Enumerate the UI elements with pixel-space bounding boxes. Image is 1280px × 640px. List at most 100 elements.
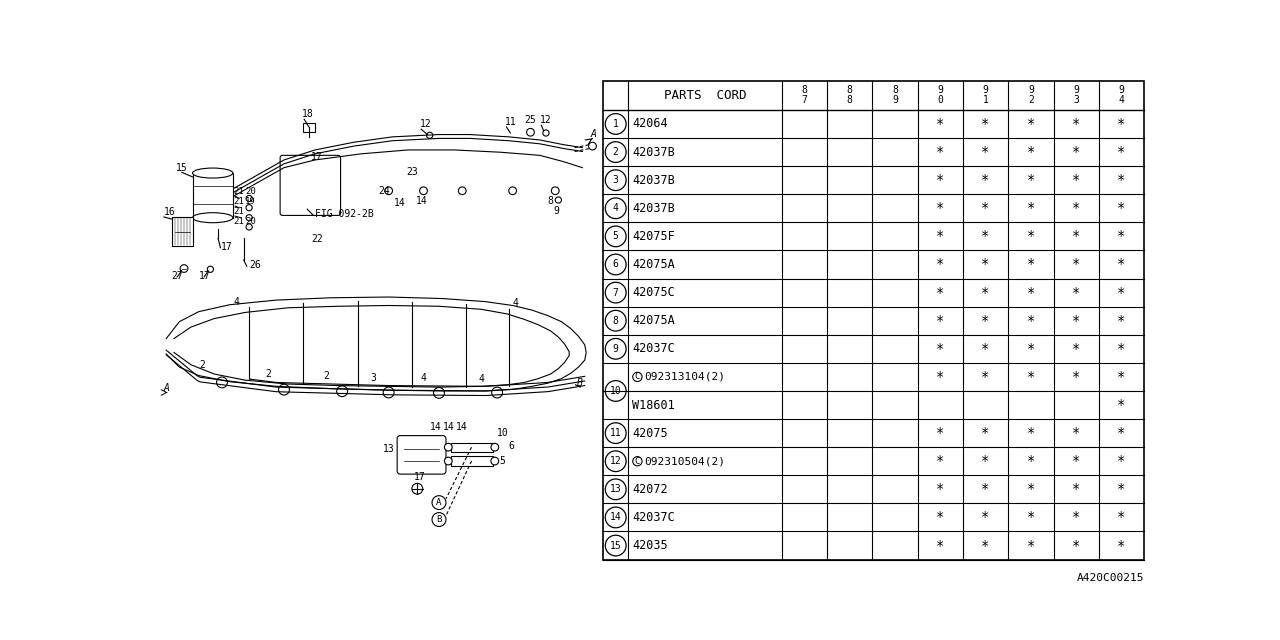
Text: *: * [936,229,945,243]
Text: *: * [1073,173,1080,187]
Text: *: * [1117,117,1126,131]
Circle shape [556,197,562,203]
Circle shape [279,384,289,395]
Text: *: * [982,342,989,356]
Text: 42072: 42072 [632,483,668,496]
Text: 4: 4 [421,373,426,383]
Text: *: * [1117,370,1126,384]
Text: 2: 2 [613,147,618,157]
Text: B: B [436,515,442,524]
Circle shape [383,387,394,398]
Text: *: * [1073,483,1080,497]
Text: 42075A: 42075A [632,314,675,327]
Text: 8: 8 [548,196,553,206]
Text: *: * [1027,538,1036,552]
Circle shape [433,495,445,509]
Text: 7: 7 [613,287,618,298]
Circle shape [508,187,517,195]
Text: 21: 21 [234,197,244,206]
Text: 42037B: 42037B [632,202,675,215]
Text: *: * [1073,342,1080,356]
Text: *: * [1027,145,1036,159]
Text: 9
2: 9 2 [1028,85,1034,105]
Text: *: * [1117,314,1126,328]
Text: *: * [982,145,989,159]
Circle shape [246,214,252,221]
Text: 3: 3 [370,372,376,383]
Text: 2: 2 [200,360,206,371]
Text: 42037C: 42037C [632,342,675,355]
Text: *: * [936,257,945,271]
Text: 5: 5 [499,456,506,466]
Text: 24: 24 [379,186,390,196]
Text: 2: 2 [324,371,329,381]
Text: 4: 4 [479,374,485,384]
Text: *: * [982,370,989,384]
Text: 42075C: 42075C [632,286,675,299]
Text: *: * [982,173,989,187]
Text: 17: 17 [220,242,232,252]
Text: 23: 23 [407,167,419,177]
Text: *: * [982,483,989,497]
Text: A: A [436,498,442,507]
Text: *: * [1027,454,1036,468]
Text: *: * [936,173,945,187]
Text: *: * [936,145,945,159]
Circle shape [458,187,466,195]
Text: 4: 4 [613,204,618,213]
Text: *: * [1027,342,1036,356]
Text: *: * [982,201,989,215]
Text: *: * [1073,538,1080,552]
Text: 12: 12 [609,456,622,466]
Text: 20: 20 [246,217,256,226]
Text: 17: 17 [198,271,210,280]
Circle shape [246,205,252,211]
Circle shape [492,444,499,451]
Text: 18: 18 [302,109,314,119]
Text: 10: 10 [497,428,509,438]
Text: 20: 20 [246,187,256,196]
Text: *: * [1073,229,1080,243]
Text: *: * [936,426,945,440]
Text: *: * [1117,483,1126,497]
Text: 26: 26 [250,260,261,270]
Text: 12: 12 [540,115,552,125]
Text: *: * [1027,285,1036,300]
Text: *: * [1027,370,1036,384]
Text: 8: 8 [613,316,618,326]
Text: C: C [635,372,640,381]
Text: *: * [982,454,989,468]
Circle shape [434,387,444,398]
Text: *: * [1027,229,1036,243]
Text: 13: 13 [383,444,396,454]
Text: 9: 9 [613,344,618,354]
Text: 15: 15 [175,163,187,173]
Text: 14: 14 [609,513,622,522]
Text: *: * [1073,201,1080,215]
Text: 27: 27 [172,271,183,280]
Text: *: * [1117,145,1126,159]
Text: *: * [1027,511,1036,524]
Text: *: * [1117,173,1126,187]
Text: *: * [1117,398,1126,412]
Text: *: * [1073,145,1080,159]
Text: *: * [982,511,989,524]
Circle shape [246,195,252,202]
FancyBboxPatch shape [280,156,340,216]
Bar [173,217,192,246]
Text: A: A [163,383,169,393]
Bar [451,456,493,466]
Text: *: * [1117,511,1126,524]
Text: 42075A: 42075A [632,258,675,271]
Circle shape [246,224,252,230]
Text: *: * [982,229,989,243]
Text: *: * [936,538,945,552]
Text: *: * [1117,257,1126,271]
Text: 14: 14 [430,422,442,432]
Text: 21: 21 [234,207,244,216]
Text: 11: 11 [609,428,622,438]
Text: 15: 15 [609,541,622,550]
Text: *: * [936,483,945,497]
Text: 42037C: 42037C [632,511,675,524]
Circle shape [180,265,188,273]
